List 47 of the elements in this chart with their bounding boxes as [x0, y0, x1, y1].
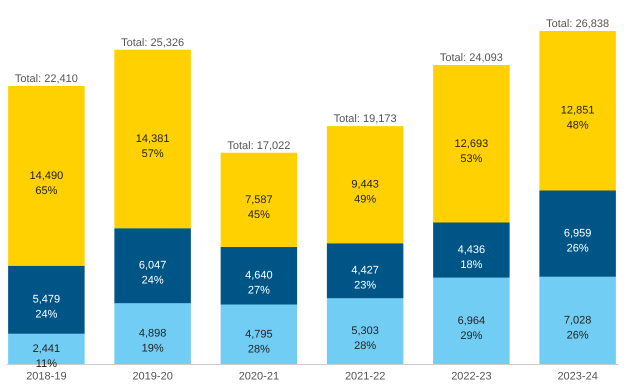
data-label: 14,381 57%	[136, 132, 170, 160]
data-label: 4,795 28%	[245, 328, 273, 356]
x-tick-label: 2022-23	[451, 370, 492, 382]
bar	[326, 298, 404, 364]
data-label: 6,964 29%	[458, 314, 486, 342]
data-label: 12,851 48%	[560, 104, 594, 132]
data-label: 5,479 24%	[32, 294, 60, 321]
bar	[114, 303, 191, 364]
data-label: 7,028 26%	[564, 314, 592, 342]
data-label: 4,436 18%	[458, 244, 486, 272]
bar	[326, 243, 404, 298]
x-tick-label: 2018-19	[26, 370, 67, 382]
data-label: 4,898 19%	[138, 328, 166, 355]
bar	[539, 276, 616, 364]
bar	[220, 304, 298, 364]
bar	[433, 65, 510, 223]
data-label: 5,303 28%	[351, 325, 379, 352]
bar	[433, 278, 510, 364]
x-tick-label: 2019-20	[132, 370, 173, 382]
total-label: Total: 24,093	[440, 52, 503, 64]
total-label: Total: 22,410	[14, 72, 78, 85]
bar	[114, 228, 191, 304]
total-label: Total: 19,173	[334, 113, 397, 126]
bar	[539, 31, 616, 190]
data-label: 12,693 53%	[454, 138, 488, 165]
total-label: Total: 17,022	[227, 140, 290, 152]
bar	[326, 126, 404, 244]
x-tick-label: 2020-21	[238, 370, 280, 382]
data-label: 7,587 45%	[245, 194, 273, 221]
data-label: 14,490 65%	[30, 170, 64, 197]
bar	[220, 152, 298, 247]
bar	[539, 190, 616, 277]
bar	[8, 266, 85, 334]
total-label: Total: 26,838	[546, 18, 610, 30]
x-tick-label: 2021-22	[344, 370, 386, 382]
data-label: 9,443 49%	[351, 178, 379, 206]
bar	[433, 222, 510, 278]
total-label: Total: 25,326	[121, 36, 184, 49]
data-label: 6,047 24%	[138, 260, 166, 287]
data-label: 4,640 27%	[245, 270, 273, 297]
data-label: 2,441 11%	[32, 342, 60, 370]
bar	[8, 86, 85, 266]
bar	[114, 50, 191, 228]
data-label: 6,959 26%	[564, 228, 592, 255]
bar	[220, 246, 298, 305]
data-label: 4,427 23%	[351, 264, 379, 292]
x-tick-label: 2023-24	[557, 370, 598, 382]
